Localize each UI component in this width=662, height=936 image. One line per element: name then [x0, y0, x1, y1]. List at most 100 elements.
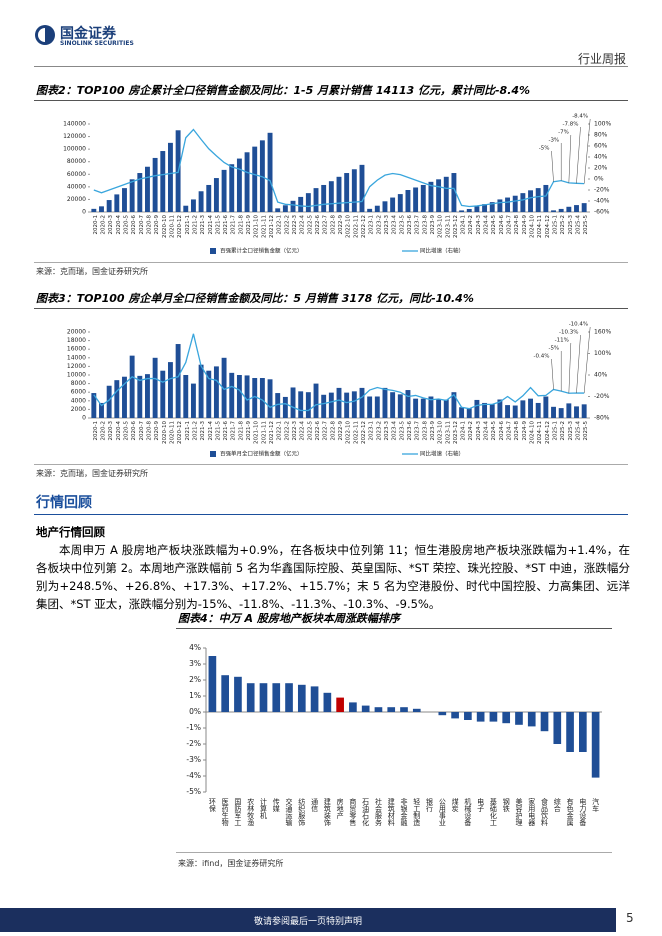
bar: [208, 656, 217, 712]
label-leader: [576, 334, 581, 394]
x-tick-label: 2025-3: [568, 215, 574, 235]
y2-tick-label: 100%: [594, 121, 611, 128]
bar: [436, 399, 442, 418]
company-name-en: SINOLINK SECURITIES: [60, 40, 134, 47]
x-tick-label: 2024-1: [461, 421, 467, 440]
x-tick-label: 2023-7: [415, 215, 421, 235]
y-tick-label: -3%: [186, 755, 201, 764]
y-tick-label: 60000: [67, 171, 86, 178]
bar: [206, 370, 212, 418]
x-tick-label: 2023-9: [430, 421, 436, 441]
bar: [145, 166, 150, 212]
bar: [528, 398, 533, 418]
x-tick-label: 2023-11: [445, 421, 451, 444]
bar: [106, 200, 112, 212]
bar: [290, 387, 296, 418]
x-tick-label: 2021-10: [254, 215, 260, 238]
report-type: 行业周报: [577, 52, 626, 66]
bar: [298, 196, 304, 212]
data-label: -7.8%: [563, 122, 579, 128]
x-tick-label: 2024-10: [530, 421, 536, 444]
logo-shape: [38, 28, 45, 42]
x-tick-label: 2020-5: [123, 421, 129, 441]
bar: [114, 380, 120, 418]
bar: [206, 184, 212, 212]
x-tick-label: 2023-3: [384, 215, 390, 235]
x-tick-label: 2024-3: [476, 421, 482, 441]
bar: [298, 391, 304, 418]
data-label: -7%: [558, 130, 569, 136]
x-tick-label: 2024-9: [522, 421, 528, 441]
bar: [213, 366, 219, 418]
x-tick-label: 2021-3: [200, 421, 206, 441]
x-tick-label: 2020-10: [162, 215, 168, 238]
bar: [428, 396, 434, 418]
bar: [451, 173, 457, 212]
x-tick-label: 2024-7: [507, 421, 513, 441]
legend-swatch: [210, 451, 216, 457]
bar: [190, 383, 196, 418]
y-tick-label: -4%: [186, 771, 201, 780]
x-tick-label: 2025-1: [553, 215, 559, 234]
x-tick-label: 2021-8: [238, 421, 244, 441]
bar: [236, 375, 242, 418]
source-rule: [176, 852, 612, 853]
x-tick-label: 2025-4: [576, 421, 582, 441]
source: 来源：克而瑞，国金证券研究所: [36, 469, 148, 478]
x-tick-label: 2024-2: [468, 421, 474, 440]
x-tick-label: 2021-12: [269, 215, 275, 238]
x-tick-label: 2024-8: [514, 421, 520, 441]
x-tick-label: 2022-8: [330, 215, 336, 235]
x-tick-label: 房地产: [336, 797, 344, 820]
bar: [91, 208, 97, 212]
x-tick-label: 2024-12: [545, 215, 551, 238]
bar: [129, 355, 135, 418]
bar: [515, 712, 523, 725]
header-rule: [34, 66, 628, 67]
bar: [244, 152, 250, 212]
y-tick-label: 18000: [67, 337, 86, 344]
x-tick-label: 2023-8: [422, 215, 428, 235]
bar: [259, 378, 265, 418]
x-tick-label: 2022-4: [300, 215, 306, 235]
x-tick-label: 2022-11: [353, 215, 359, 238]
x-tick-label: 建筑材料: [387, 797, 395, 827]
bar: [221, 357, 227, 418]
x-tick-label: 2023-2: [376, 421, 382, 440]
x-tick-label: 美容护理: [515, 797, 523, 826]
bar: [313, 188, 319, 212]
x-tick-label: 2023-4: [392, 421, 398, 441]
y-tick-label: -1%: [186, 723, 201, 732]
bar: [349, 702, 357, 712]
bar: [405, 390, 411, 418]
bar: [505, 405, 511, 418]
x-tick-label: 2021-7: [231, 215, 237, 235]
x-tick-label: 纺织服饰: [298, 797, 306, 827]
bar: [535, 188, 541, 212]
x-tick-label: 2023-6: [407, 421, 413, 441]
x-tick-label: 电子: [477, 797, 485, 812]
bar: [476, 712, 485, 722]
x-tick-label: 2021-4: [208, 421, 214, 441]
x-tick-label: 2024-6: [499, 215, 505, 235]
figure-rule: [176, 628, 612, 629]
x-tick-label: 2020-3: [108, 421, 114, 441]
y-tick-label: 100000: [63, 146, 86, 153]
bar: [213, 178, 219, 212]
bar: [190, 199, 196, 212]
figure-title: 图表3：TOP100 房企单月全口径销售金额及同比：5 月销售 3178 亿元，…: [36, 292, 474, 305]
y-tick-label: 16000: [67, 346, 86, 353]
bar: [581, 404, 587, 418]
x-tick-label: 2024-7: [507, 215, 513, 235]
data-label: -11%: [555, 338, 569, 344]
x-tick-label: 2021-7: [231, 421, 237, 441]
x-tick-label: 2021-1: [185, 215, 191, 234]
y-tick-label: 14000: [67, 354, 86, 361]
bar: [579, 712, 587, 752]
bar: [535, 402, 541, 418]
data-label: -10.4%: [569, 322, 588, 328]
bar: [137, 173, 143, 212]
bar: [198, 191, 204, 212]
x-tick-label: 基础化工: [489, 797, 497, 826]
